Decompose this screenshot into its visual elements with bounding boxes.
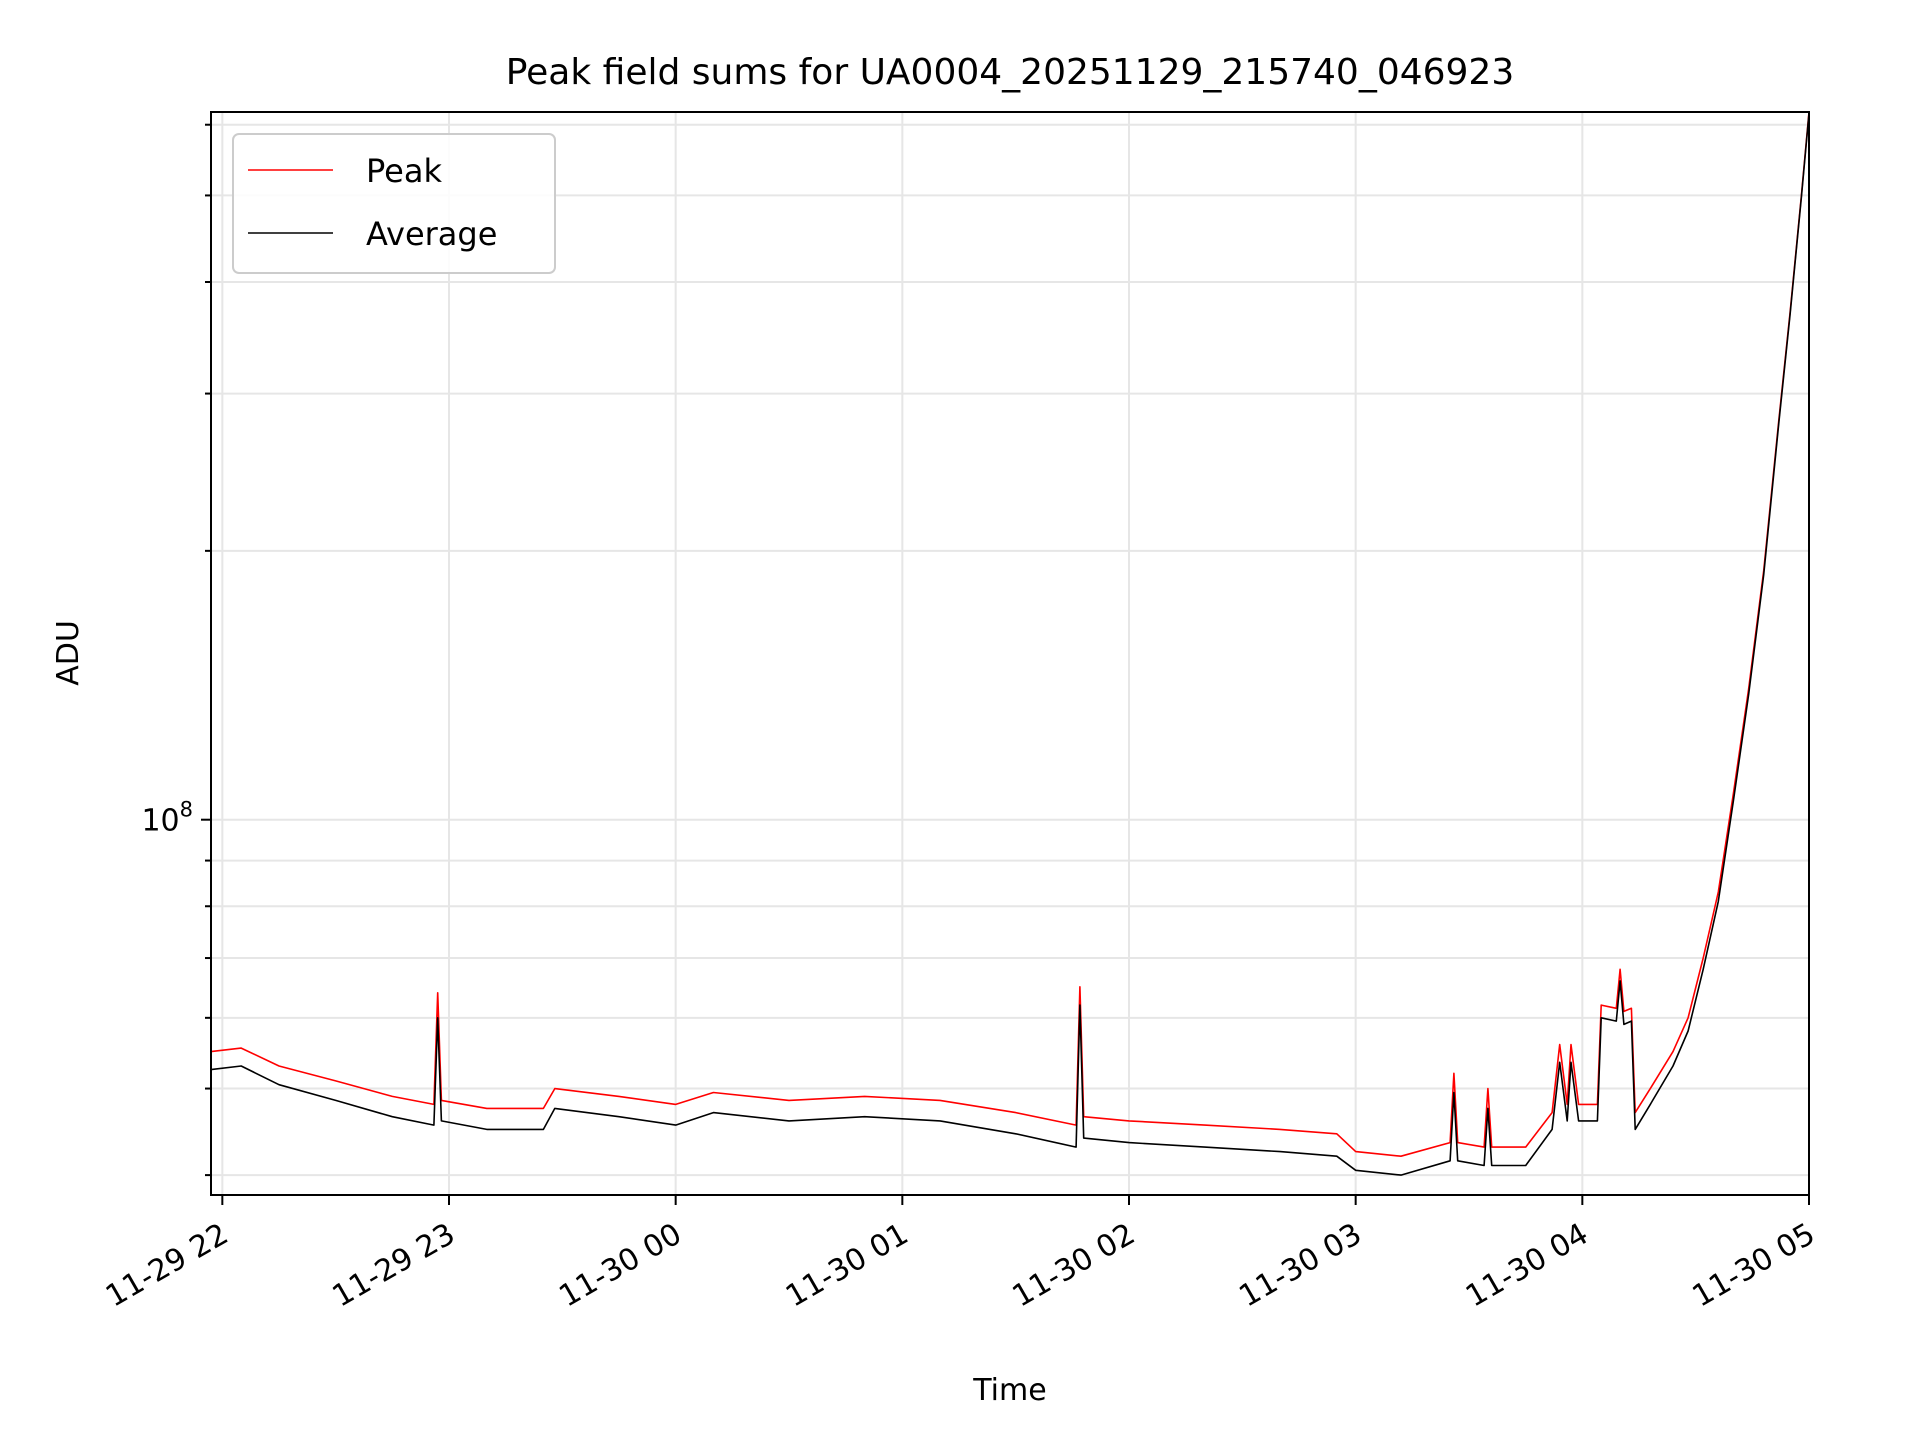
- legend-label-peak: Peak: [366, 152, 442, 190]
- series-line-average: [210, 113, 1810, 1176]
- y-axis-label: ADU: [51, 620, 86, 686]
- y-tick-label: 108: [141, 798, 193, 839]
- series-lines: [210, 111, 1810, 1176]
- legend-label-average: Average: [366, 215, 497, 253]
- series-line-peak: [210, 111, 1810, 1157]
- legend-box: [232, 133, 556, 274]
- x-axis-label: Time: [972, 1373, 1046, 1408]
- legend: Peak Average: [232, 133, 556, 274]
- plot-frame: [210, 111, 1810, 1196]
- chart-title: Peak field sums for UA0004_20251129_2157…: [506, 52, 1515, 93]
